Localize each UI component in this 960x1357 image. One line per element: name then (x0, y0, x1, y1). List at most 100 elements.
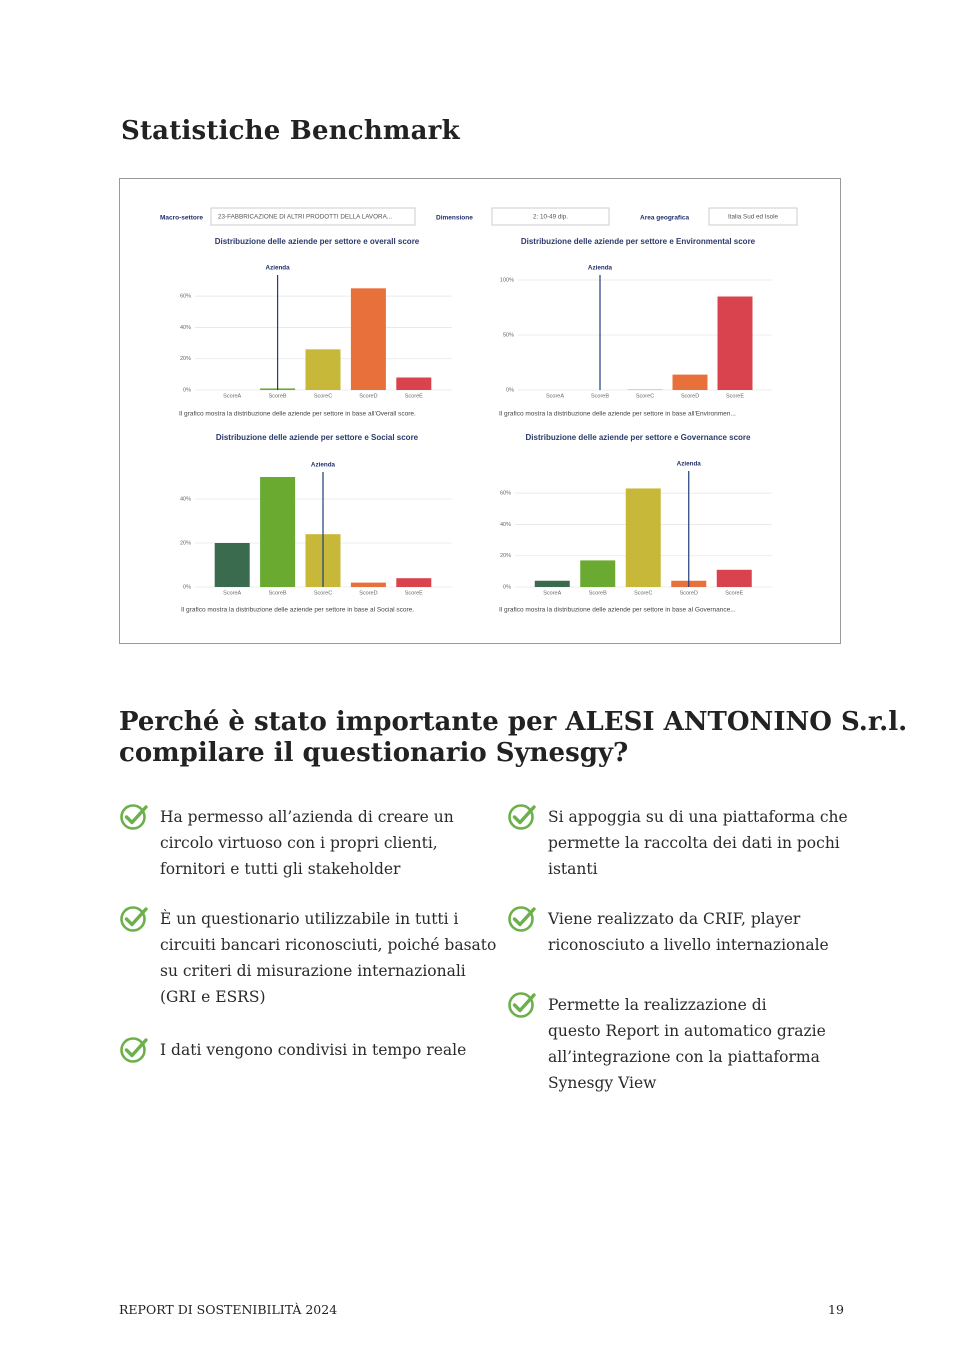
benefit-line: all’integrazione con la piattaforma (548, 1048, 820, 1066)
company-marker-label: Azienda (588, 265, 613, 272)
x-tick-label: ScoreE (725, 590, 743, 596)
y-tick-label: 60% (500, 491, 511, 497)
filter-box (491, 207, 610, 226)
section-title: Perché è stato importante per ALESI ANTO… (119, 707, 907, 769)
bar (625, 488, 661, 587)
benefit-line: questo Report in automatico grazie (548, 1022, 826, 1040)
check (507, 904, 537, 938)
bar (717, 296, 753, 390)
check-icon (120, 804, 148, 830)
check (119, 802, 149, 836)
benefit-line: Si appoggia su di una piattaforma che (548, 808, 848, 826)
x-tick-label: ScoreD (680, 590, 698, 596)
benefit-item: Ha permesso all’azienda di creare un circ… (160, 804, 454, 882)
page-title: Statistiche Benchmark (121, 116, 460, 146)
bar (260, 477, 296, 587)
benefit-item: È un questionario utilizzabile in tutti … (160, 906, 496, 1010)
benefit-line: È un questionario utilizzabile in tutti … (160, 910, 459, 928)
x-tick-label: ScoreB (269, 590, 287, 596)
benefit-item: Viene realizzato da CRIF, player riconosc… (548, 906, 829, 958)
y-tick-label: 0% (503, 584, 511, 590)
check-icon (120, 906, 148, 932)
check-icon (508, 992, 536, 1018)
benefit-line: Viene realizzato da CRIF, player (548, 910, 801, 928)
screenshot-frame (119, 178, 841, 644)
y-tick-label: 0% (183, 584, 191, 590)
filter-value: Italia Sud ed Isole (728, 214, 779, 221)
x-tick-label: ScoreB (269, 393, 287, 399)
chart-title: Distribuzione delle aziende per settore … (521, 237, 756, 246)
filter-value: 23-FABBRICAZIONE DI ALTRI PRODOTTI DELLA… (218, 214, 392, 221)
y-tick-label: 20% (500, 553, 511, 559)
y-tick-label: 40% (180, 325, 191, 331)
bar (716, 569, 752, 587)
footer-label: REPORT DI SOSTENIBILITÀ 2024 (119, 1302, 338, 1317)
filter-label: Dimensione (436, 215, 473, 222)
x-tick-label: ScoreE (405, 590, 423, 596)
benefit-line: circuiti bancari riconosciuti, poiché ba… (160, 936, 497, 954)
x-tick-label: ScoreD (681, 393, 699, 399)
chart-caption: Il grafico mostra la distribuzione delle… (179, 411, 416, 418)
chart-caption: Il grafico mostra la distribuzione delle… (181, 607, 414, 614)
x-tick-label: ScoreA (546, 393, 564, 399)
bar (214, 543, 250, 587)
x-tick-label: ScoreB (591, 393, 609, 399)
y-tick-label: 0% (506, 387, 514, 393)
chart-title: Distribuzione delle aziende per settore … (526, 433, 752, 442)
bar (580, 560, 616, 587)
bar (396, 578, 432, 587)
benefit-item: Si appoggia su di una piattaforma che per… (548, 804, 848, 882)
y-tick-label: 40% (500, 522, 511, 528)
y-tick-label: 40% (180, 496, 191, 502)
benefit-line: fornitori e tutti gli stakeholder (160, 860, 401, 878)
y-tick-label: 20% (180, 356, 191, 362)
x-tick-label: ScoreD (359, 393, 377, 399)
x-tick-label: ScoreD (359, 590, 377, 596)
x-tick-label: ScoreA (543, 590, 561, 596)
chart-title: Distribuzione delle aziende per settore … (215, 237, 420, 246)
x-tick-label: ScoreA (223, 393, 241, 399)
company-marker-label: Azienda (677, 461, 702, 468)
chart-title: Distribuzione delle aziende per settore … (216, 433, 419, 442)
x-tick-label: ScoreC (634, 590, 652, 596)
check-icon (508, 906, 536, 932)
y-tick-label: 100% (500, 277, 514, 283)
bar (396, 377, 432, 390)
check-icon (120, 1037, 148, 1063)
section-title-line: Perché è stato importante per ALESI ANTO… (119, 707, 908, 737)
benefit-line: su criteri di misurazione internazionali (160, 962, 466, 980)
benefit-line: circolo virtuoso con i propri clienti, (160, 834, 438, 852)
x-tick-label: ScoreC (314, 393, 332, 399)
x-tick-label: ScoreE (405, 393, 423, 399)
page-number: 19 (828, 1302, 844, 1317)
check (507, 802, 537, 836)
benefit-line: Ha permesso all’azienda di creare un (160, 808, 454, 826)
y-tick-label: 0% (183, 387, 191, 393)
benefit-line: (GRI e ESRS) (160, 988, 266, 1006)
benefit-line: permette la raccolta dei dati in pochi (548, 834, 840, 852)
filter-box (210, 207, 416, 226)
check (119, 1035, 149, 1069)
benefit-line: istanti (548, 860, 598, 878)
x-tick-label: ScoreB (589, 590, 607, 596)
bar (534, 580, 570, 587)
x-tick-label: ScoreA (223, 590, 241, 596)
y-tick-label: 20% (180, 540, 191, 546)
section-title-line: compilare il questionario Synesgy? (119, 738, 629, 768)
bar (305, 349, 341, 390)
benefit-line: riconosciuto a livello internazionale (548, 936, 829, 954)
benefit-line: Synesgy View (548, 1074, 657, 1092)
filter-label: Macro-settore (160, 215, 203, 222)
check (119, 904, 149, 938)
y-tick-label: 50% (503, 332, 514, 338)
chart-caption: Il grafico mostra la distribuzione delle… (499, 411, 736, 418)
filter-value: 2: 10-49 dip. (533, 214, 568, 221)
bar (350, 288, 386, 390)
x-tick-label: ScoreC (636, 393, 654, 399)
check-icon (508, 804, 536, 830)
bar (350, 582, 386, 587)
bar (627, 389, 663, 390)
